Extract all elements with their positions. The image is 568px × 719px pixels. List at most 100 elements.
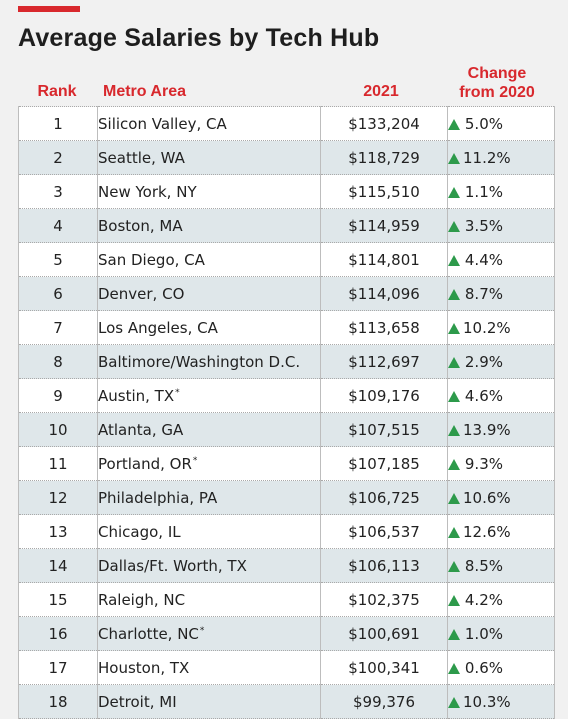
change-cell: 1.1% [447,174,555,209]
rank-cell: 15 [18,582,98,617]
salary-cell: $109,176 [320,378,448,413]
table-row: 1 Silicon Valley, CA $133,204 5.0% [18,106,555,141]
metro-cell: San Diego, CA [97,242,321,277]
metro-cell: Houston, TX [97,650,321,685]
metro-name: Detroit, MI [98,692,177,711]
change-cell: 13.9% [447,412,555,447]
up-arrow-icon [448,356,460,368]
metro-name: Silicon Valley, CA [98,114,227,133]
salary-cell: $106,113 [320,548,448,583]
footnote-mark: * [192,455,198,466]
up-arrow-icon [448,662,460,674]
metro-name: Seattle, WA [98,148,185,167]
header-2021: 2021 [363,83,399,100]
up-arrow-icon [448,322,460,334]
header-change: Change from 2020 [444,64,550,102]
metro-cell: Denver, CO [97,276,321,311]
salary-table: 1 Silicon Valley, CA $133,204 5.0% 2 Seattle,… [18,106,555,719]
table-row: 11 Portland, OR* $107,185 9.3% [18,446,555,481]
metro-cell: Seattle, WA [97,140,321,175]
metro-cell: Austin, TX* [97,378,321,413]
change-value: 4.4% [464,250,503,269]
change-cell: 8.5% [447,548,555,583]
metro-name: Chicago, IL [98,522,181,541]
metro-cell: Los Angeles, CA [97,310,321,345]
change-value: 9.3% [464,454,503,473]
up-arrow-icon [448,186,460,198]
change-value: 8.5% [464,556,503,575]
salary-cell: $107,185 [320,446,448,481]
metro-cell: Portland, OR* [97,446,321,481]
table-row: 2 Seattle, WA $118,729 11.2% [18,140,555,175]
up-arrow-icon [448,288,460,300]
salary-cell: $114,096 [320,276,448,311]
change-value: 4.6% [464,386,503,405]
rank-cell: 9 [18,378,98,413]
metro-cell: Silicon Valley, CA [97,106,321,141]
metro-cell: Charlotte, NC* [97,616,321,651]
rank-cell: 13 [18,514,98,549]
salary-cell: $133,204 [320,106,448,141]
table-row: 16 Charlotte, NC* $100,691 1.0% [18,616,555,651]
up-arrow-icon [448,696,460,708]
change-value: 4.2% [464,590,503,609]
change-value: 10.3% [463,692,511,711]
metro-name: San Diego, CA [98,250,205,269]
metro-name: Baltimore/Washington D.C. [98,352,301,371]
chart-title: Average Salaries by Tech Hub [18,24,380,52]
rank-cell: 18 [18,684,98,719]
change-cell: 8.7% [447,276,555,311]
salary-cell: $118,729 [320,140,448,175]
change-value: 2.9% [464,352,503,371]
change-value: 13.9% [463,420,511,439]
change-value: 10.6% [463,488,511,507]
metro-cell: Raleigh, NC [97,582,321,617]
metro-name: Raleigh, NC [98,590,186,609]
up-arrow-icon [448,254,460,266]
salary-cell: $107,515 [320,412,448,447]
change-cell: 3.5% [447,208,555,243]
rank-cell: 3 [18,174,98,209]
change-value: 8.7% [464,284,503,303]
header-rank: Rank [37,83,77,100]
salary-cell: $100,341 [320,650,448,685]
rank-cell: 8 [18,344,98,379]
rank-cell: 12 [18,480,98,515]
rank-cell: 1 [18,106,98,141]
change-cell: 0.6% [447,650,555,685]
metro-cell: Atlanta, GA [97,412,321,447]
salary-cell: $102,375 [320,582,448,617]
up-arrow-icon [448,492,460,504]
rank-cell: 11 [18,446,98,481]
header-change-line-1: Change [467,65,527,82]
salary-cell: $100,691 [320,616,448,651]
table-row: 18 Detroit, MI $99,376 10.3% [18,684,555,719]
salary-cell: $113,658 [320,310,448,345]
footnote-mark: * [199,625,205,636]
up-arrow-icon [448,458,460,470]
metro-name: Denver, CO [98,284,185,303]
metro-cell: Detroit, MI [97,684,321,719]
metro-name: Portland, OR [98,454,192,473]
salary-cell: $106,725 [320,480,448,515]
metro-cell: Chicago, IL [97,514,321,549]
rank-cell: 6 [18,276,98,311]
footnote-mark: * [175,387,180,398]
table-row: 13 Chicago, IL $106,537 12.6% [18,514,555,549]
salary-cell: $106,537 [320,514,448,549]
rank-cell: 7 [18,310,98,345]
table-row: 3 New York, NY $115,510 1.1% [18,174,555,209]
change-cell: 5.0% [447,106,555,141]
change-value: 1.1% [464,182,503,201]
metro-name: Charlotte, NC [98,624,199,643]
salary-cell: $114,959 [320,208,448,243]
change-cell: 4.4% [447,242,555,277]
metro-cell: Philadelphia, PA [97,480,321,515]
salary-cell: $115,510 [320,174,448,209]
rank-cell: 17 [18,650,98,685]
metro-name: Los Angeles, CA [98,318,218,337]
salary-cell: $112,697 [320,344,448,379]
header-change-line-2: from 2020 [459,84,535,101]
metro-name: Philadelphia, PA [98,488,218,507]
metro-name: Dallas/Ft. Worth, TX [98,556,247,575]
